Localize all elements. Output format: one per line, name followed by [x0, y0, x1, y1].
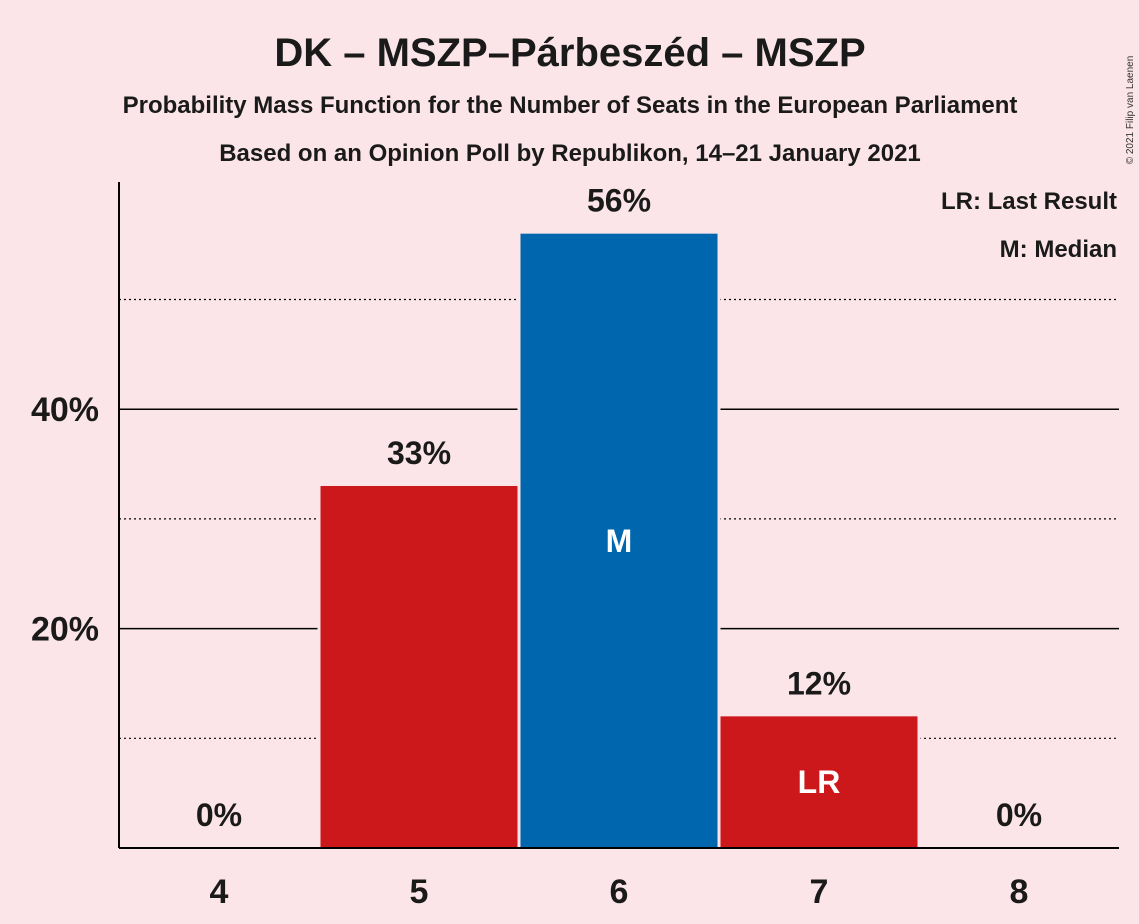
data-label: 0% — [196, 797, 242, 833]
chart-title: DK – MSZP–Párbeszéd – MSZP — [274, 31, 865, 75]
y-tick-label: 20% — [31, 611, 99, 649]
data-label: 0% — [996, 797, 1042, 833]
x-tick-label: 4 — [210, 873, 229, 911]
data-label: 33% — [387, 435, 451, 471]
copyright-notice: © 2021 Filip van Laenen — [1125, 56, 1136, 165]
bar-labels: 0% 4 33% 5 56% M 6 12% LR 7 0% 8 — [196, 183, 1042, 911]
bar-marker-label: LR — [798, 764, 841, 800]
x-tick-label: 7 — [810, 873, 829, 911]
data-label: 12% — [787, 665, 851, 701]
chart-subtitle-line-1: Probability Mass Function for the Number… — [123, 92, 1018, 119]
bar-seats-7 — [720, 716, 918, 848]
y-tick-label: 40% — [31, 391, 99, 429]
bar-marker-label: M — [606, 523, 633, 559]
x-tick-label: 5 — [410, 873, 429, 911]
x-tick-label: 6 — [610, 873, 629, 911]
bar-seats-5 — [320, 485, 518, 848]
legend-median: M: Median — [1000, 236, 1117, 263]
axes — [118, 182, 1119, 849]
legend-last-result: LR: Last Result — [941, 188, 1117, 215]
x-tick-label: 8 — [1010, 873, 1029, 911]
bar-seats-6 — [520, 233, 718, 848]
chart-subtitle-line-2: Based on an Opinion Poll by Republikon, … — [219, 140, 921, 167]
data-label: 56% — [587, 183, 651, 219]
bars — [317, 230, 921, 848]
